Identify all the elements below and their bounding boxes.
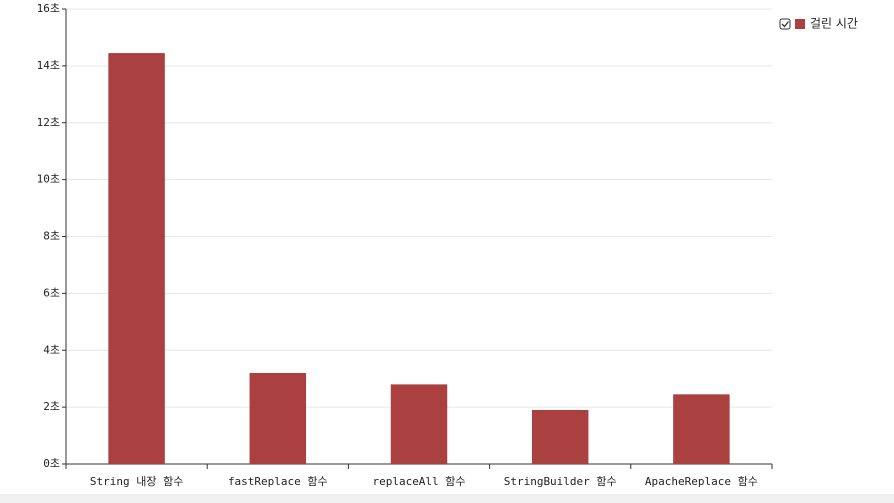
- y-tick-label: 6초: [43, 286, 60, 299]
- bottom-strip: [0, 494, 894, 503]
- bar: [108, 53, 165, 464]
- bar: [249, 373, 307, 464]
- x-tick-label: String 내장 함수: [90, 475, 183, 488]
- bar: [531, 409, 589, 464]
- legend-label: 걸린 시간: [810, 17, 858, 31]
- y-tick-label: 14초: [37, 59, 60, 72]
- y-tick-label: 4초: [43, 343, 60, 356]
- x-tick-label: ApacheReplace 함수: [645, 475, 758, 488]
- y-tick-label: 12초: [37, 116, 60, 129]
- bar: [673, 394, 730, 464]
- y-tick-label: 0초: [43, 457, 60, 470]
- y-tick-label: 2초: [43, 400, 60, 413]
- x-tick-label: replaceAll 함수: [372, 475, 465, 488]
- x-tick-label: StringBuilder 함수: [504, 475, 617, 488]
- legend-check: [781, 21, 790, 28]
- legend-checkbox[interactable]: [779, 18, 791, 30]
- y-tick-label: 16초: [37, 2, 60, 15]
- y-tick-label: 8초: [43, 230, 60, 243]
- bar: [390, 384, 448, 464]
- y-tick-label: 10초: [37, 173, 60, 186]
- legend-swatch: [795, 19, 805, 29]
- x-tick-label: fastReplace 함수: [228, 475, 328, 488]
